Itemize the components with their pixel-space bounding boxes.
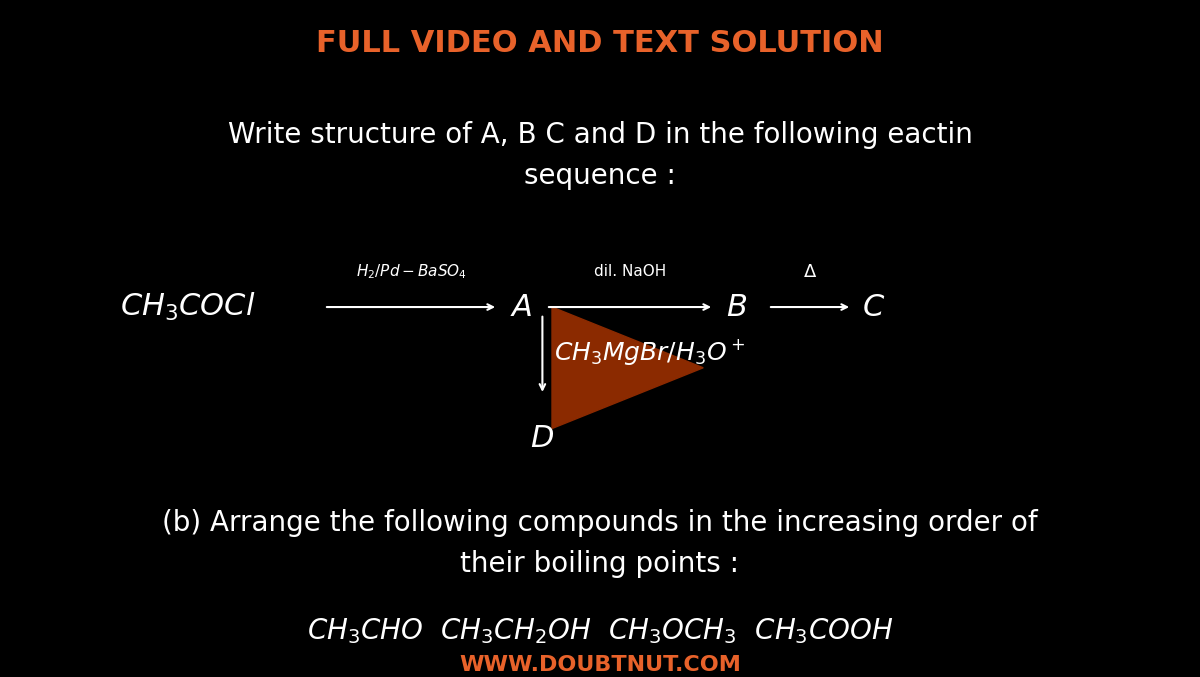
Text: (b) Arrange the following compounds in the increasing order of
their boiling poi: (b) Arrange the following compounds in t… <box>162 508 1038 578</box>
Text: $\Delta$: $\Delta$ <box>803 263 817 281</box>
Text: $\it{CH_3COCl}$: $\it{CH_3COCl}$ <box>120 291 256 323</box>
Text: WWW.DOUBTNUT.COM: WWW.DOUBTNUT.COM <box>460 655 740 675</box>
Text: $\it{H_2/Pd-BaSO_4}$: $\it{H_2/Pd-BaSO_4}$ <box>356 263 467 282</box>
Text: $\it{D}$: $\it{D}$ <box>530 423 554 454</box>
Text: FULL VIDEO AND TEXT SOLUTION: FULL VIDEO AND TEXT SOLUTION <box>316 29 884 58</box>
Text: $\it{C}$: $\it{C}$ <box>862 292 884 322</box>
Text: $\it{CH_3MgBr/H_3O^+}$: $\it{CH_3MgBr/H_3O^+}$ <box>554 337 746 367</box>
Text: $\it{B}$: $\it{B}$ <box>726 292 748 322</box>
Polygon shape <box>552 307 703 429</box>
Text: $\it{CH_3CHO}\ \ \it{CH_3CH_2OH}\ \ \it{CH_3OCH_3}\ \ \it{CH_3COOH}$: $\it{CH_3CHO}\ \ \it{CH_3CH_2OH}\ \ \it{… <box>307 616 893 646</box>
Text: dil. NaOH: dil. NaOH <box>594 265 666 280</box>
Text: Write structure of A, B C and D in the following eactin
sequence :: Write structure of A, B C and D in the f… <box>228 121 972 190</box>
Text: $\it{A}$: $\it{A}$ <box>510 292 533 322</box>
